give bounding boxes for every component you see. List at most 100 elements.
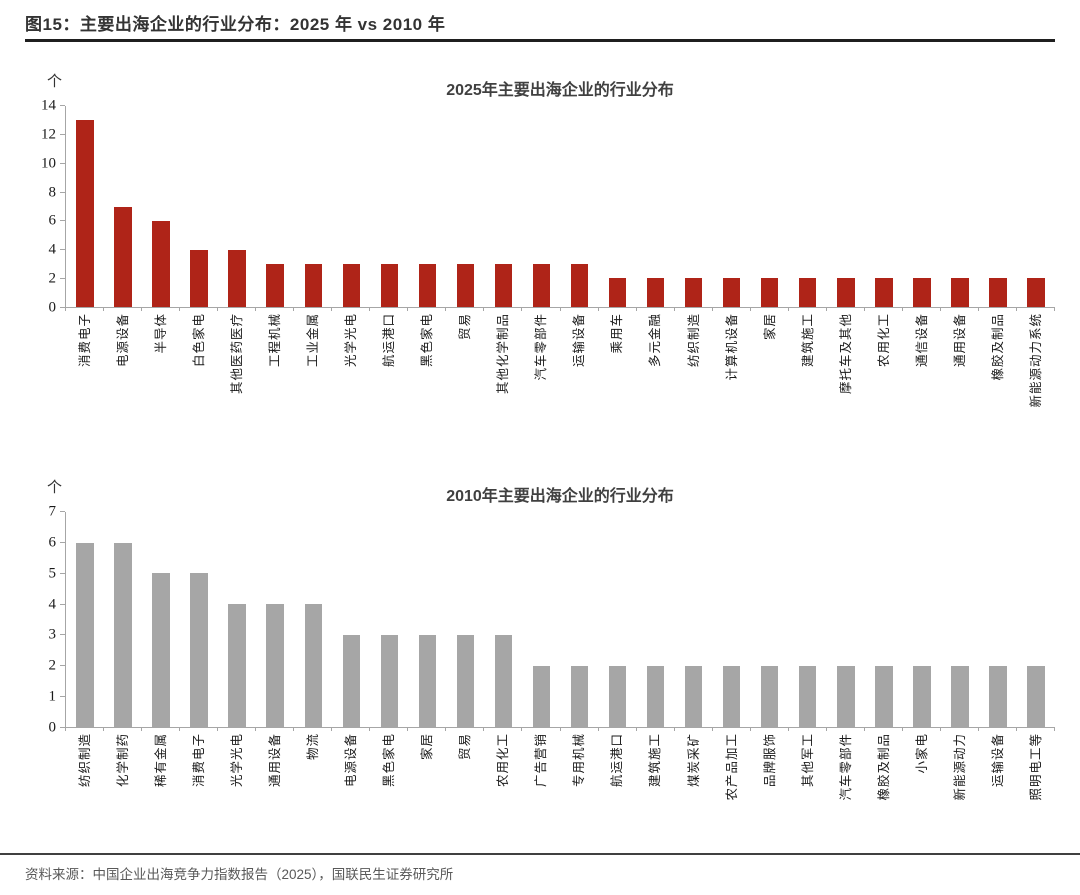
y-tick-label: 4 <box>48 241 57 258</box>
x-tick-mark <box>559 307 561 311</box>
x-tick-mark <box>103 727 105 731</box>
x-label-家居: 家居 <box>408 728 446 844</box>
bar-航运港口 <box>380 263 399 307</box>
x-label-其他军工: 其他军工 <box>789 728 827 844</box>
y-tick-mark <box>60 572 65 574</box>
bar-摩托车及其他 <box>837 278 855 307</box>
x-tick-mark <box>179 727 181 731</box>
x-tick-mark <box>597 307 599 311</box>
x-tick-mark <box>597 727 599 731</box>
x-label-text: 汽车零部件 <box>838 733 853 801</box>
x-label-农用化工: 农用化工 <box>484 728 522 844</box>
bar-农用化工 <box>875 278 893 307</box>
x-tick-mark <box>635 727 637 731</box>
x-tick-mark <box>863 307 865 311</box>
x-label-text: 稀有金属 <box>154 733 169 788</box>
bar-橡胶及制品 <box>989 278 1007 307</box>
x-label-化学制药: 化学制药 <box>104 728 142 844</box>
bar-品牌服饰 <box>760 665 779 727</box>
y-tick-label: 14 <box>41 97 56 114</box>
x-label-text: 黑色家电 <box>382 733 397 788</box>
x-label-建筑施工: 建筑施工 <box>789 308 827 454</box>
x-label-text: 农产品加工 <box>724 733 739 801</box>
x-label-text: 工业金属 <box>306 313 321 368</box>
x-label-text: 橡胶及制品 <box>876 733 891 801</box>
chart-2010-y-axis: 0 1 2 3 4 5 6 7 <box>25 504 65 735</box>
x-label-通用设备: 通用设备 <box>256 728 294 844</box>
x-label-农产品加工: 农产品加工 <box>713 728 751 844</box>
y-tick-mark <box>60 696 65 698</box>
bar-计算机设备 <box>722 278 741 307</box>
x-label-text: 建筑施工 <box>648 733 663 788</box>
x-label-广告营销: 广告营销 <box>522 728 560 844</box>
x-label-小家电: 小家电 <box>903 728 941 844</box>
x-label-text: 专用机械 <box>572 733 587 788</box>
x-label-物流: 物流 <box>294 728 332 844</box>
chart-2025-y-axis: 0 2 4 6 8 10 12 14 <box>25 98 65 315</box>
y-tick-mark <box>60 133 65 135</box>
figure-footer: 资料来源：中国企业出海竞争力指数报告（2025），国联民生证券研究所 <box>0 853 1080 895</box>
x-label-text: 贸易 <box>458 313 473 341</box>
bar-化学制药 <box>114 542 132 727</box>
bar-煤炭采矿 <box>684 665 703 727</box>
x-tick-mark <box>711 307 713 311</box>
x-label-建筑施工: 建筑施工 <box>636 728 674 844</box>
x-label-text: 纺织制造 <box>686 313 701 368</box>
bar-多元金融 <box>646 278 665 307</box>
y-tick-mark <box>60 634 65 636</box>
x-tick-mark <box>483 307 485 311</box>
x-label-text: 乘用车 <box>610 313 625 354</box>
chart-2025-head: 个 2025年主要出海企业的行业分布 <box>25 64 1055 106</box>
x-label-贸易: 贸易 <box>446 728 484 844</box>
x-label-新能源动力: 新能源动力 <box>941 728 979 844</box>
bar-黑色家电 <box>418 263 437 307</box>
y-tick-label: 10 <box>41 155 56 172</box>
bar-运输设备 <box>989 665 1007 727</box>
y-tick-label: 8 <box>48 184 57 201</box>
y-tick-label: 3 <box>48 626 57 643</box>
x-label-新能源动力系统: 新能源动力系统 <box>1017 308 1055 454</box>
x-label-汽车零部件: 汽车零部件 <box>522 308 560 454</box>
y-tick-mark <box>60 105 65 106</box>
x-label-text: 广告营销 <box>534 733 549 788</box>
x-tick-mark <box>445 307 447 311</box>
x-label-text: 新能源动力系统 <box>1028 313 1043 408</box>
x-tick-mark <box>825 307 827 311</box>
x-tick-mark <box>787 307 789 311</box>
x-label-text: 新能源动力 <box>952 733 967 801</box>
bar-贸易 <box>456 634 475 727</box>
y-tick-mark <box>60 249 65 251</box>
y-tick-mark <box>60 727 65 728</box>
x-tick-mark <box>369 727 371 731</box>
x-label-text: 计算机设备 <box>724 313 739 381</box>
bar-白色家电 <box>190 249 208 307</box>
x-label-text: 电源设备 <box>116 313 131 368</box>
x-tick-mark <box>521 307 523 311</box>
x-label-贸易: 贸易 <box>446 308 484 454</box>
y-tick-label: 4 <box>48 596 57 613</box>
x-tick-mark <box>977 727 979 731</box>
x-label-消费电子: 消费电子 <box>180 728 218 844</box>
bar-汽车零部件 <box>837 665 855 727</box>
y-tick-label: 7 <box>48 503 57 520</box>
bar-广告营销 <box>532 665 551 727</box>
x-label-text: 运输设备 <box>572 313 587 368</box>
x-label-text: 航运港口 <box>382 313 397 368</box>
x-label-农用化工: 农用化工 <box>865 308 903 454</box>
x-tick-mark <box>939 727 941 731</box>
x-label-text: 通用设备 <box>268 733 283 788</box>
y-tick-mark <box>60 220 65 222</box>
x-label-text: 电源设备 <box>344 733 359 788</box>
y-axis-unit-label: 个 <box>47 73 63 90</box>
chart-2010: 个 2010年主要出海企业的行业分布 0 1 2 3 4 5 6 7 纺织制造 化学制药 稀有金属… <box>25 470 1055 844</box>
x-label-乘用车: 乘用车 <box>598 308 636 454</box>
bar-纺织制造 <box>76 542 94 727</box>
x-label-text: 橡胶及制品 <box>990 313 1005 381</box>
x-label-工业金属: 工业金属 <box>294 308 332 454</box>
x-tick-mark <box>939 307 941 311</box>
bar-其他医药医疗 <box>228 249 246 307</box>
x-tick-mark <box>293 727 295 731</box>
x-tick-mark <box>901 307 903 311</box>
y-tick-mark <box>60 278 65 280</box>
bar-半导体 <box>152 220 170 307</box>
